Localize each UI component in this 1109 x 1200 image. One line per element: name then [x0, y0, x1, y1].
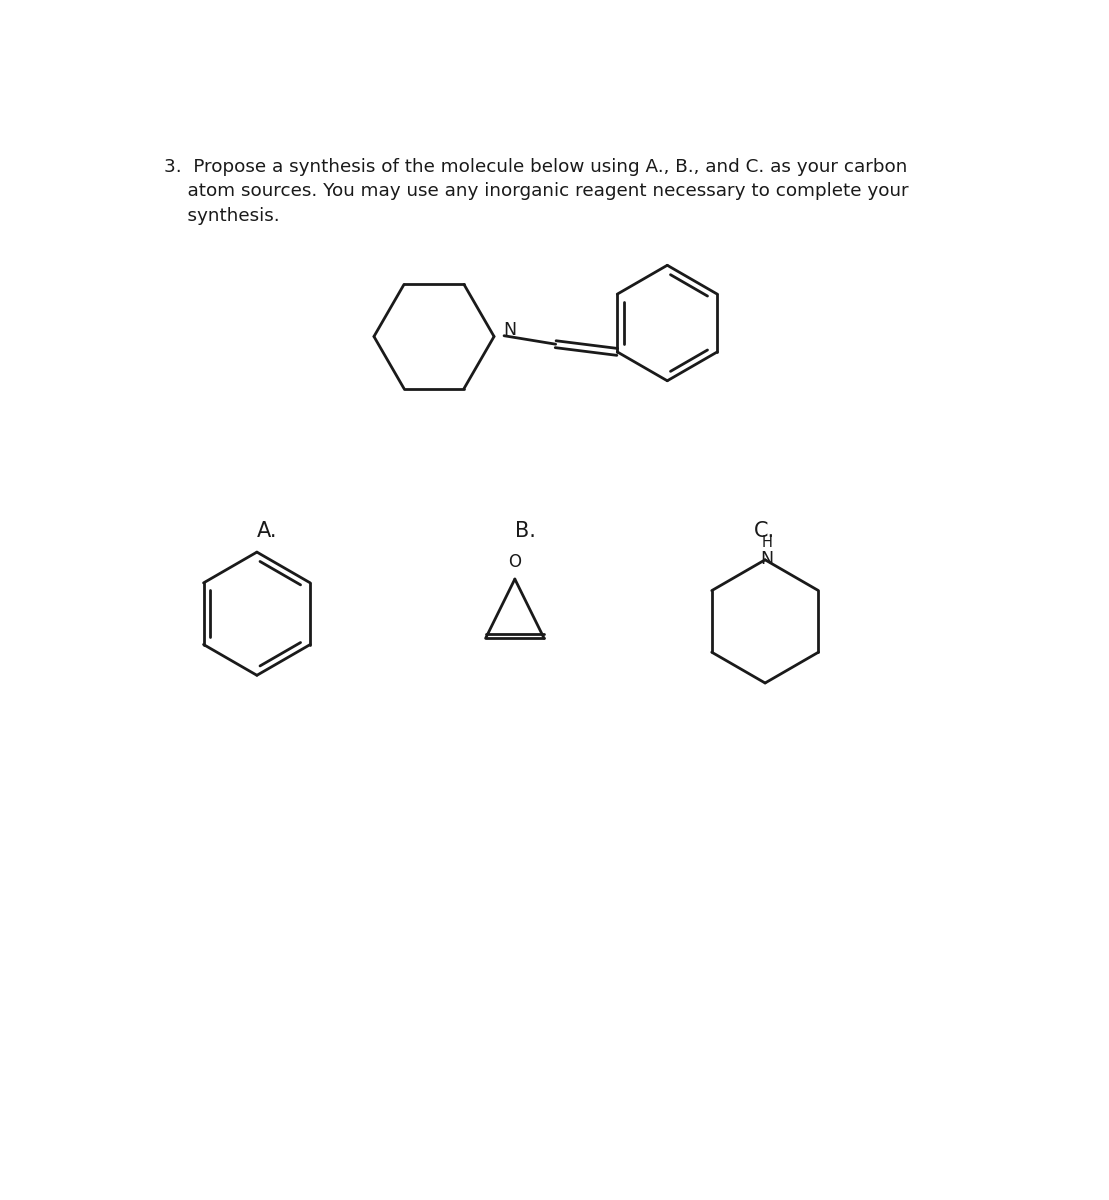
Text: 3.  Propose a synthesis of the molecule below using A., B., and C. as your carbo: 3. Propose a synthesis of the molecule b…	[164, 158, 908, 176]
Text: C.: C.	[753, 521, 775, 541]
Text: N: N	[760, 550, 773, 568]
Text: atom sources. You may use any inorganic reagent necessary to complete your: atom sources. You may use any inorganic …	[164, 182, 909, 200]
Text: B.: B.	[515, 521, 536, 541]
Text: O: O	[508, 553, 521, 571]
Text: synthesis.: synthesis.	[164, 208, 281, 226]
Text: N: N	[503, 322, 517, 340]
Text: H: H	[761, 535, 772, 550]
Text: A.: A.	[257, 521, 277, 541]
